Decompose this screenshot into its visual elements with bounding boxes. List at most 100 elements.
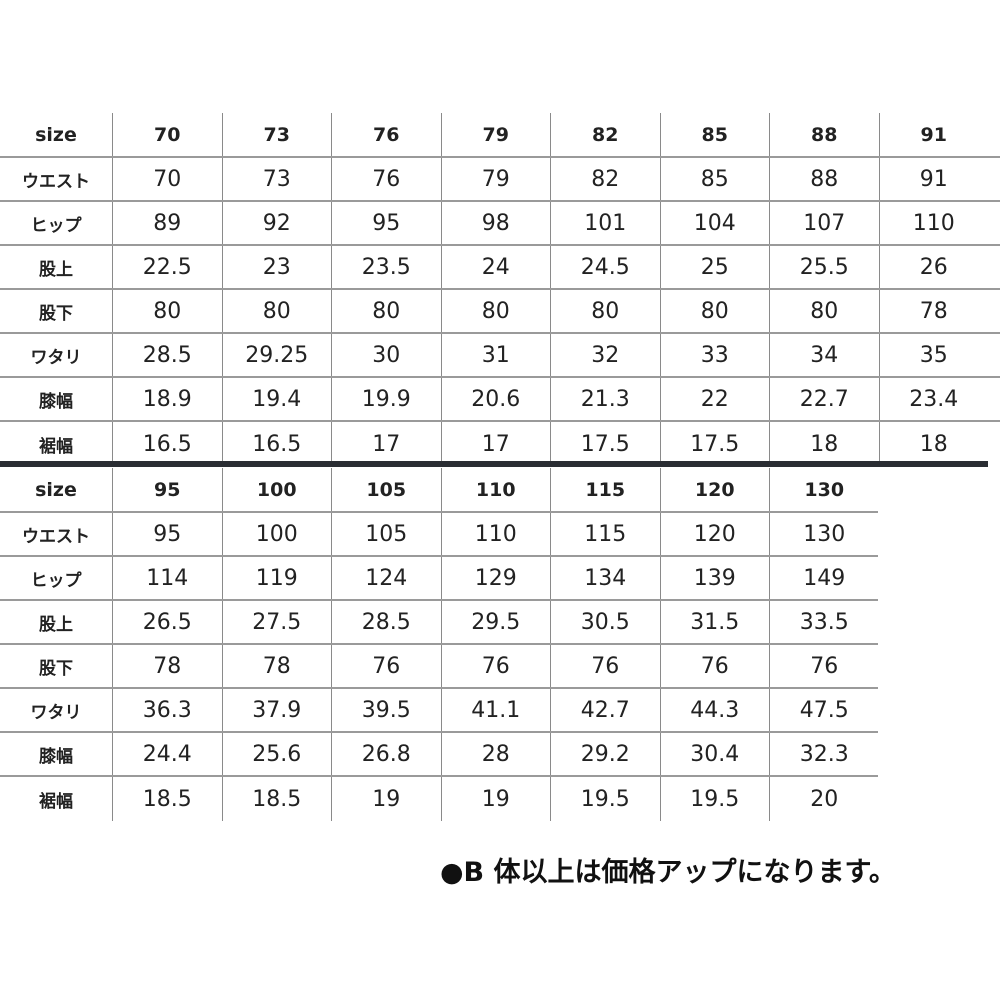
table-cell: 88 <box>769 158 879 200</box>
table-cell: 21.3 <box>550 378 660 420</box>
table-cell: 37.9 <box>221 689 332 731</box>
size-header-cell: 130 <box>769 468 879 511</box>
table-cell: 19.4 <box>221 378 332 420</box>
table-cell: 22.7 <box>769 378 879 420</box>
table-cell: 17 <box>440 422 551 466</box>
size-header-cell: 105 <box>331 468 441 511</box>
table-cell: 23.4 <box>878 378 989 420</box>
size-header-cell: 82 <box>550 113 660 156</box>
table-cell: 24.4 <box>112 733 222 775</box>
table-cell: 149 <box>769 557 879 599</box>
table-cell: 26 <box>878 246 989 288</box>
size-header-cell: 88 <box>769 113 879 156</box>
table-cell: 85 <box>659 158 770 200</box>
size-header-cell: 95 <box>112 468 222 511</box>
table-cell: 80 <box>550 290 660 332</box>
table-cell: 76 <box>331 645 441 687</box>
table-cell: 24.5 <box>550 246 660 288</box>
table-cell: 35 <box>878 334 989 376</box>
table-cell: 114 <box>112 557 222 599</box>
table-cell: 39.5 <box>331 689 441 731</box>
table-cell: 30 <box>331 334 441 376</box>
table-cell: 104 <box>659 202 770 244</box>
table-cell: 16.5 <box>112 422 222 466</box>
table-cell: 107 <box>769 202 879 244</box>
header-row: size 70 73 76 79 82 85 88 91 <box>0 113 1000 158</box>
table-cell: 76 <box>659 645 770 687</box>
row-label: 股下 <box>39 658 73 679</box>
table-cell: 30.4 <box>659 733 770 775</box>
table-row: 股下 78 78 76 76 76 76 76 <box>0 645 878 689</box>
table-cell: 17.5 <box>550 422 660 466</box>
table-cell: 44.3 <box>659 689 770 731</box>
table-cell: 32.3 <box>769 733 879 775</box>
table-row: ワタリ 36.3 37.9 39.5 41.1 42.7 44.3 47.5 <box>0 689 878 733</box>
table-cell: 17 <box>331 422 441 466</box>
row-label: ワタリ <box>30 347 82 368</box>
table-cell: 76 <box>769 645 879 687</box>
row-label: 膝幅 <box>39 746 73 767</box>
table-cell: 80 <box>112 290 222 332</box>
row-label: 股上 <box>39 259 73 280</box>
table-cell: 101 <box>550 202 660 244</box>
table-row: 股上 26.5 27.5 28.5 29.5 30.5 31.5 33.5 <box>0 601 878 645</box>
table-cell: 23 <box>221 246 332 288</box>
header-row: size 95 100 105 110 115 120 130 <box>0 468 878 513</box>
table-cell: 19 <box>440 777 551 821</box>
table-cell: 110 <box>878 202 989 244</box>
table-cell: 32 <box>550 334 660 376</box>
table-cell: 73 <box>221 158 332 200</box>
row-label: 裾幅 <box>39 436 73 457</box>
table-cell: 34 <box>769 334 879 376</box>
size-table-2: size 95 100 105 110 115 120 130 ウエスト 95 100 105 110 1… <box>0 468 878 821</box>
table-cell: 115 <box>550 513 660 555</box>
table-row: ウエスト 95 100 105 110 115 120 130 <box>0 513 878 557</box>
row-label: ワタリ <box>30 702 82 723</box>
table-cell: 95 <box>331 202 441 244</box>
table-cell: 98 <box>440 202 551 244</box>
table-cell: 82 <box>550 158 660 200</box>
table-cell: 18 <box>878 422 989 466</box>
table-cell: 110 <box>440 513 551 555</box>
table-cell: 31.5 <box>659 601 770 643</box>
table-cell: 24 <box>440 246 551 288</box>
table-cell: 16.5 <box>221 422 332 466</box>
size-header-cell: 73 <box>221 113 332 156</box>
table-cell: 33 <box>659 334 770 376</box>
table-cell: 89 <box>112 202 222 244</box>
table-row: ワタリ 28.5 29.25 30 31 32 33 34 35 <box>0 334 1000 378</box>
row-label: ウエスト <box>22 171 90 192</box>
size-header-cell: 70 <box>112 113 222 156</box>
table-cell: 18.9 <box>112 378 222 420</box>
table-cell: 80 <box>769 290 879 332</box>
table-cell: 79 <box>440 158 551 200</box>
table-cell: 78 <box>221 645 332 687</box>
size-header-cell: 120 <box>659 468 770 511</box>
table-cell: 80 <box>331 290 441 332</box>
table-cell: 18.5 <box>112 777 222 821</box>
table-cell: 19 <box>331 777 441 821</box>
table-cell: 91 <box>878 158 989 200</box>
table-cell: 18 <box>769 422 879 466</box>
row-label: ウエスト <box>22 526 90 547</box>
table-cell: 47.5 <box>769 689 879 731</box>
table-cell: 29.25 <box>221 334 332 376</box>
table-cell: 120 <box>659 513 770 555</box>
table-cell: 22.5 <box>112 246 222 288</box>
table-cell: 124 <box>331 557 441 599</box>
row-label: 股下 <box>39 303 73 324</box>
table-cell: 95 <box>112 513 222 555</box>
size-header-cell: 91 <box>878 113 989 156</box>
table-row: 股上 22.5 23 23.5 24 24.5 25 25.5 26 <box>0 246 1000 290</box>
size-header-cell: 110 <box>440 468 551 511</box>
table-divider <box>0 461 988 467</box>
table-cell: 78 <box>878 290 989 332</box>
table-row: ヒップ 114 119 124 129 134 139 149 <box>0 557 878 601</box>
table-cell: 20.6 <box>440 378 551 420</box>
table-cell: 19.5 <box>659 777 770 821</box>
table-row: 裾幅 16.5 16.5 17 17 17.5 17.5 18 18 <box>0 422 1000 466</box>
table-cell: 92 <box>221 202 332 244</box>
table-cell: 80 <box>659 290 770 332</box>
table-row: ヒップ 89 92 95 98 101 104 107 110 <box>0 202 1000 246</box>
table-cell: 28.5 <box>331 601 441 643</box>
